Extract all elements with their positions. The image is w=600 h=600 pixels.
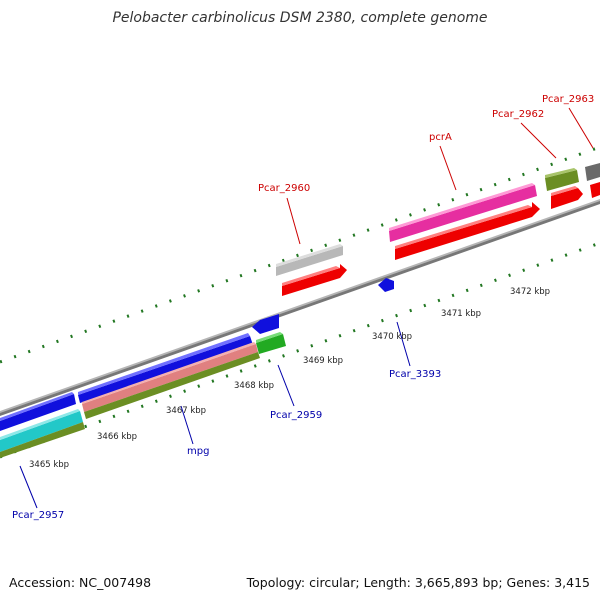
gene-label-pcra[interactable]: pcrA	[429, 132, 452, 143]
gene-pcar-3393-cds[interactable]	[378, 278, 394, 292]
gene-blue-small-cds[interactable]	[252, 314, 279, 334]
upper-tick-row	[0, 145, 600, 364]
map-title: Pelobacter carbinolicus DSM 2380, comple…	[112, 10, 488, 26]
upper-tick-marks	[0, 145, 600, 364]
leader-pcar-2962	[520, 122, 557, 159]
gene-label-pcar-2959[interactable]: Pcar_2959	[270, 410, 322, 421]
gene-label-pcar-2957[interactable]: Pcar_2957	[12, 510, 64, 521]
lower-tick-marks	[0, 241, 600, 459]
gene-pcar-2963-bar[interactable]	[585, 163, 600, 181]
label-leaders	[19, 107, 594, 509]
gene-labels: Pcar_2960 pcrA Pcar_2962 Pcar_2963 Pcar_…	[12, 94, 594, 521]
gene-label-mpg[interactable]: mpg	[187, 446, 209, 457]
gene-blue-long-bar[interactable]	[78, 333, 253, 403]
gene-pcar-2963-cds[interactable]	[590, 182, 600, 198]
leader-mpg	[180, 405, 194, 445]
tick-label: 3469 kbp	[303, 356, 343, 366]
tick-label: 3472 kbp	[510, 287, 550, 297]
gene-label-pcar-2962[interactable]: Pcar_2962	[492, 109, 544, 120]
tick-label: 3465 kbp	[29, 460, 69, 470]
lower-tick-row	[0, 241, 600, 459]
leader-pcar-2963	[568, 107, 594, 149]
gene-green-long-bar[interactable]	[84, 352, 260, 419]
gene-mpg-bar[interactable]	[82, 342, 258, 412]
leader-pcar-3393	[396, 321, 411, 367]
gene-pcar-2960-cds[interactable]	[282, 264, 347, 296]
gene-pcra-bar[interactable]	[389, 183, 537, 242]
accession-text: Accession: NC_007498	[9, 575, 152, 590]
leader-pcar-2957	[19, 465, 38, 509]
gene-pcar-2962-cds[interactable]	[551, 186, 583, 209]
tick-label: 3471 kbp	[441, 309, 481, 319]
gene-label-pcar-3393[interactable]: Pcar_3393	[389, 369, 441, 380]
leader-pcra	[439, 145, 457, 191]
tick-label: 3466 kbp	[97, 432, 137, 442]
gene-blue-left-bar[interactable]	[0, 392, 76, 431]
gene-label-pcar-2960[interactable]: Pcar_2960	[258, 183, 310, 194]
genome-summary-text: Topology: circular; Length: 3,665,893 bp…	[246, 575, 590, 590]
genome-backbone	[0, 199, 600, 416]
gene-pcar-2959-bar[interactable]	[256, 332, 286, 354]
tick-label: 3468 kbp	[234, 381, 274, 391]
tick-label: 3470 kbp	[372, 332, 412, 342]
gene-pcar-2962-bar[interactable]	[545, 168, 579, 191]
leader-pcar-2960	[286, 197, 301, 245]
gene-pcar-2960-bar[interactable]	[276, 244, 343, 276]
gene-label-pcar-2963[interactable]: Pcar_2963	[542, 94, 594, 105]
gene-pcar-2957-bar[interactable]	[0, 409, 83, 452]
tick-label: 3467 kbp	[166, 406, 206, 416]
gene-green-left-bar[interactable]	[0, 422, 85, 458]
gene-pcra-cds[interactable]	[395, 202, 540, 260]
scale-labels: 3465 kbp 3466 kbp 3467 kbp 3468 kbp 3469…	[29, 287, 550, 470]
leader-pcar-2959	[277, 364, 295, 407]
